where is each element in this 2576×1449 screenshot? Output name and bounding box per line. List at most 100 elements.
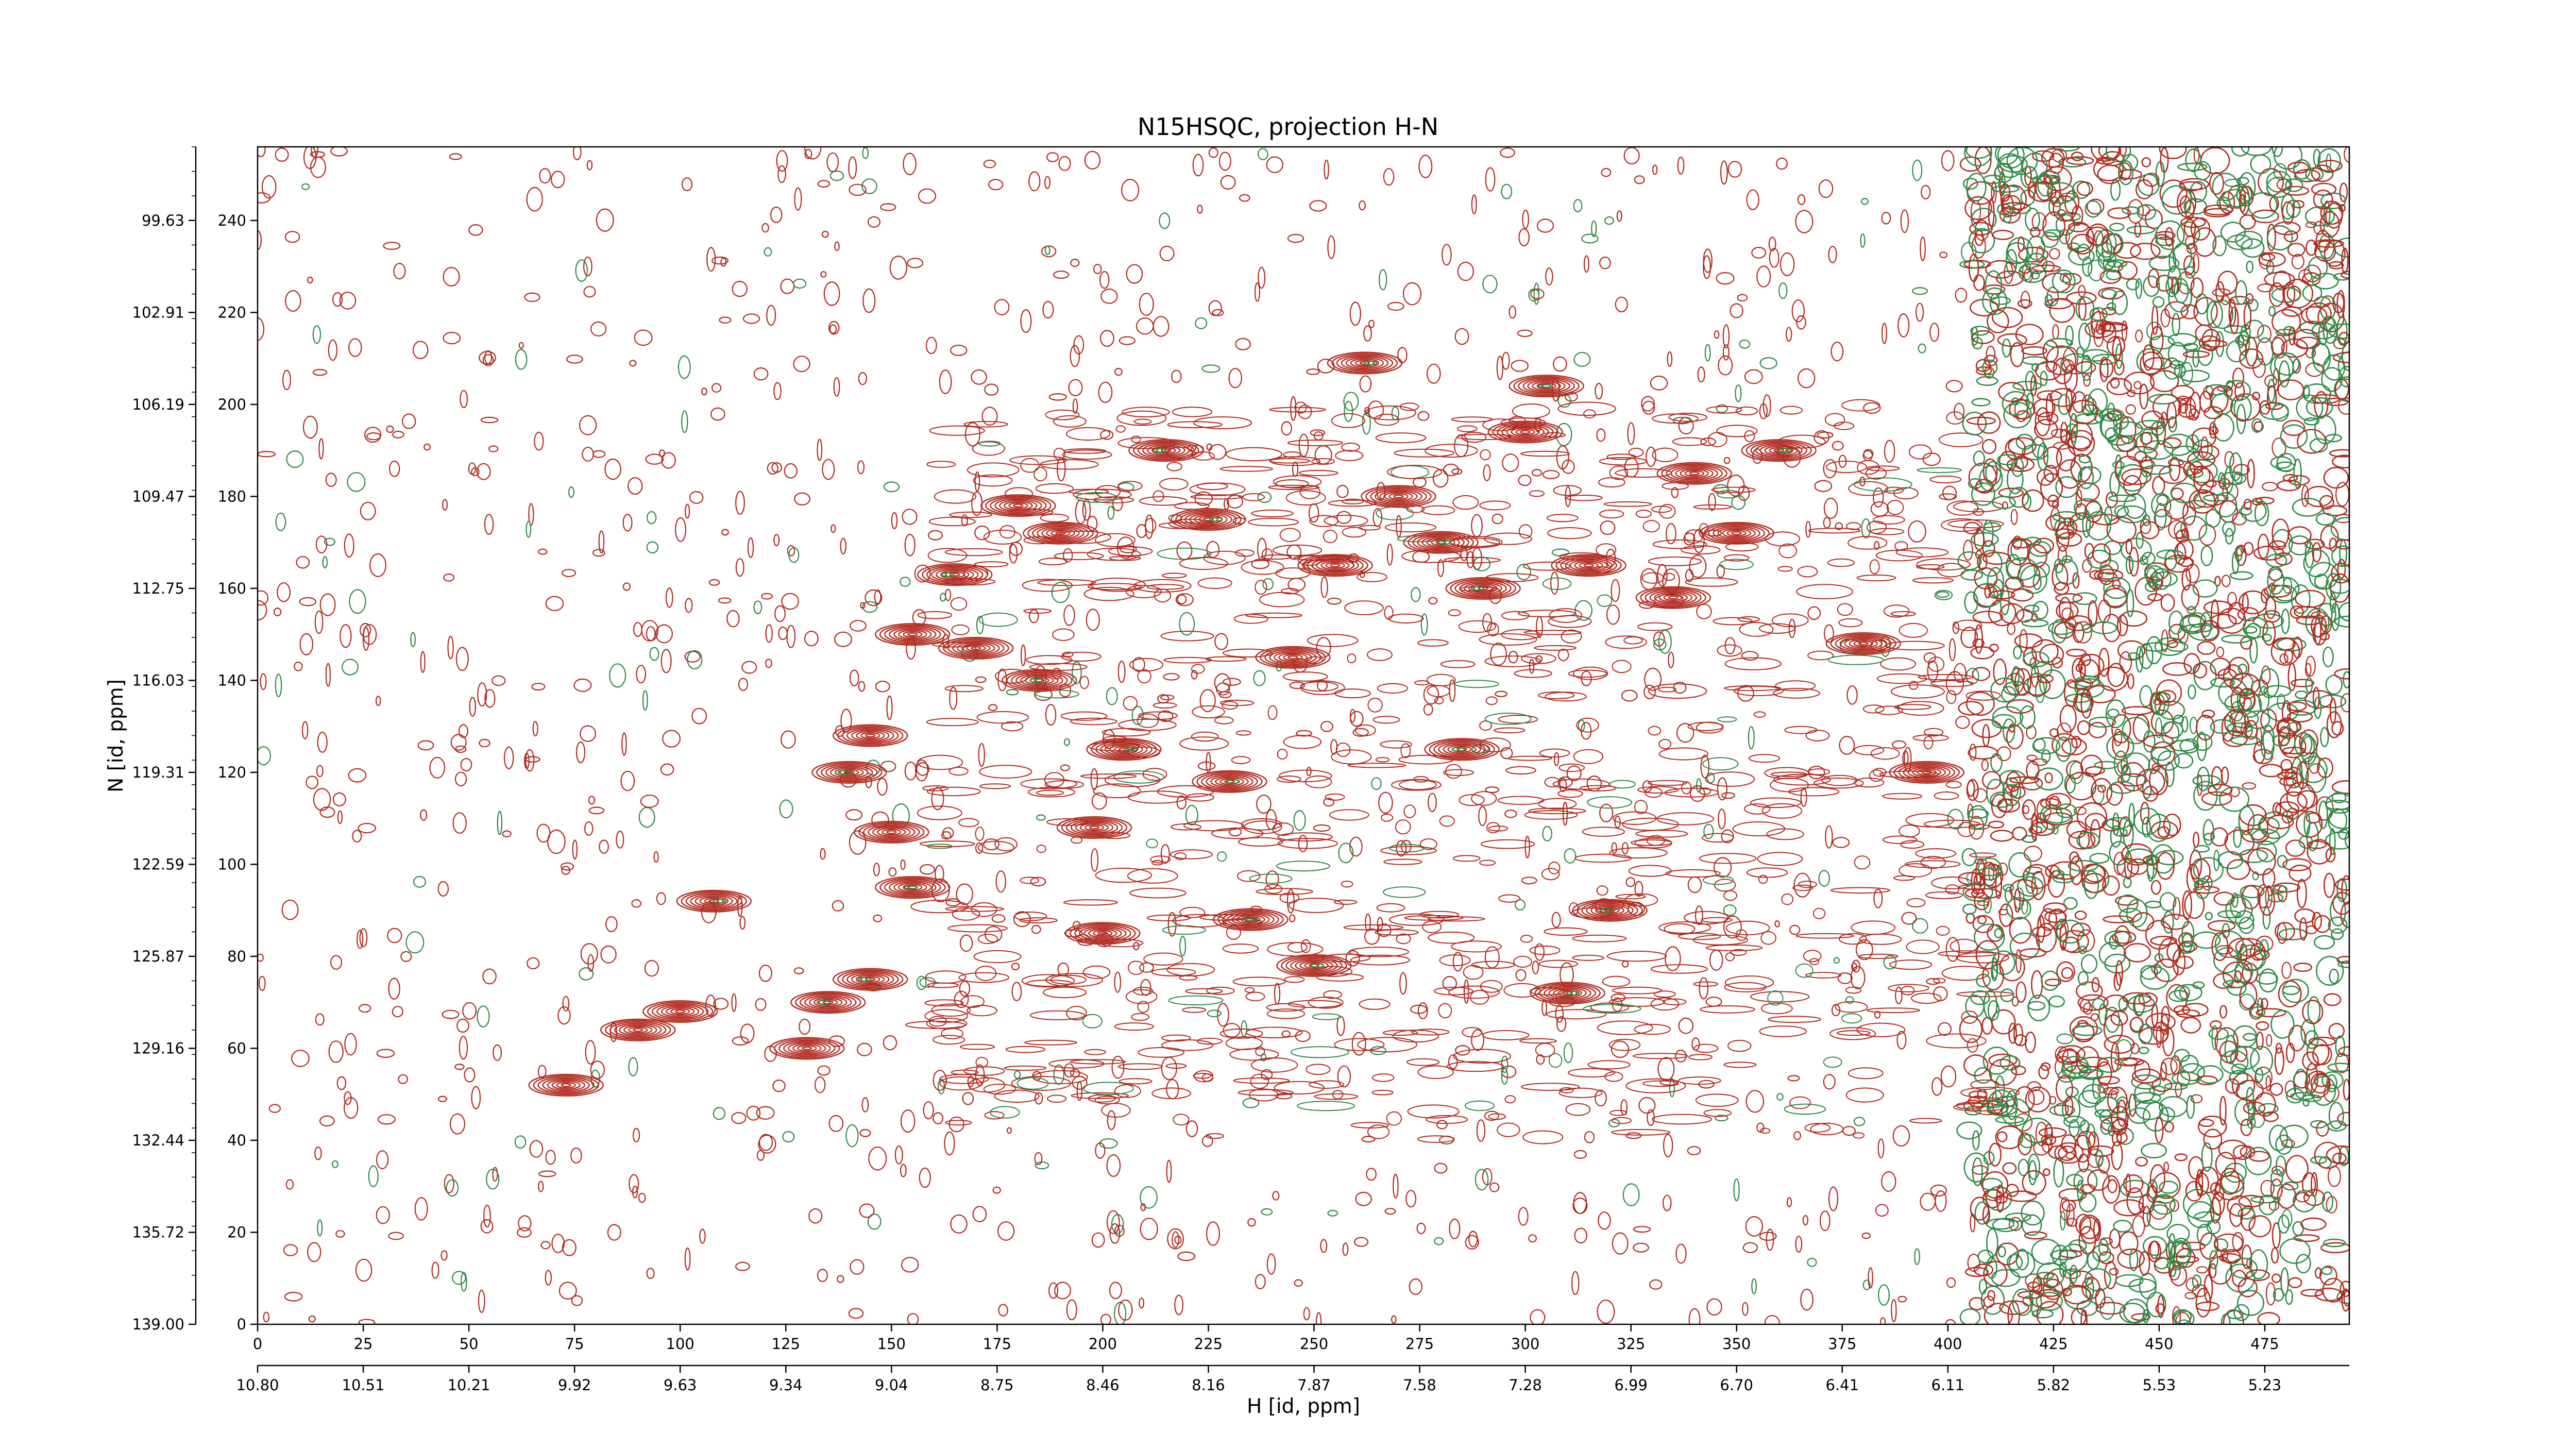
noise-contour <box>2062 1268 2081 1279</box>
solvent-band-contour <box>2334 878 2349 891</box>
cluster-contour <box>1052 628 1075 641</box>
noise-contour <box>1174 1294 1184 1316</box>
noise-contour <box>1536 218 1554 233</box>
noise-contour <box>995 870 1006 893</box>
noise-contour <box>1690 785 1705 802</box>
solvent-band-contour <box>2060 429 2071 444</box>
solvent-band-contour <box>1964 147 1992 167</box>
cluster-contour <box>1084 1049 1107 1055</box>
peak-contour <box>1128 439 1204 462</box>
solvent-band-contour <box>2187 606 2196 614</box>
noise-contour <box>1496 356 1503 380</box>
peak-contour <box>1635 586 1711 609</box>
noise-contour <box>622 513 633 532</box>
cluster-contour <box>1241 818 1282 831</box>
solvent-band-contour <box>1997 454 2019 466</box>
solvent-band-contour <box>1970 990 1990 1005</box>
noise-contour <box>1191 670 1198 680</box>
noise-contour <box>845 809 863 821</box>
noise-contour <box>1179 612 1195 636</box>
solvent-band-contour <box>2056 803 2077 818</box>
noise-contour <box>1362 412 1371 435</box>
solvent-band-contour <box>2112 337 2122 362</box>
solvent-band-contour <box>2141 410 2164 429</box>
noise-contour <box>1839 735 1855 755</box>
solvent-band-contour <box>2056 961 2075 983</box>
noise-contour <box>322 556 328 569</box>
solvent-band-contour <box>2250 1006 2266 1018</box>
cluster-contour <box>1568 1068 1615 1077</box>
noise-contour <box>919 864 935 875</box>
peak-contour <box>632 1028 643 1032</box>
solvent-band-contour <box>2039 644 2064 665</box>
solvent-band-contour <box>2153 1021 2170 1043</box>
noise-contour <box>2281 962 2292 979</box>
solvent-band-contour <box>2140 521 2160 540</box>
noise-contour <box>1420 613 1428 636</box>
solvent-band-contour <box>2203 600 2233 614</box>
solvent-band-contour <box>2229 1257 2258 1279</box>
cluster-contour <box>1193 416 1252 429</box>
solvent-band-contour <box>2136 419 2165 430</box>
solvent-band-contour <box>1977 915 1987 924</box>
solvent-band-contour <box>2279 1238 2311 1264</box>
solvent-band-contour <box>2331 791 2347 803</box>
noise-contour <box>621 732 627 756</box>
solvent-band-contour <box>1982 540 1995 558</box>
noise-contour <box>1530 288 1545 300</box>
cluster-contour <box>1062 449 1112 460</box>
noise-contour <box>2196 1266 2208 1274</box>
solvent-band-contour <box>2321 1266 2333 1275</box>
solvent-band-contour <box>1988 590 2015 600</box>
cluster-contour <box>1523 630 1582 635</box>
cluster-contour <box>1703 1109 1732 1117</box>
noise-contour <box>1030 877 1046 887</box>
solvent-band-contour <box>1991 714 2016 729</box>
solvent-band-contour <box>1988 1000 2000 1021</box>
solvent-band-contour <box>2110 1105 2129 1131</box>
cluster-contour <box>973 474 1013 487</box>
noise-contour <box>296 556 310 569</box>
peak-contour <box>1046 528 1075 538</box>
solvent-band-contour <box>1989 293 2000 313</box>
noise-contour <box>1621 689 1638 702</box>
noise-contour <box>1036 814 1046 821</box>
solvent-band-contour <box>2218 1139 2248 1160</box>
noise-contour <box>2082 559 2092 573</box>
cluster-contour <box>1023 536 1054 545</box>
noise-contour <box>900 577 911 587</box>
peak-contour <box>1011 671 1068 689</box>
noise-contour <box>1986 345 1996 363</box>
peak-contour <box>1175 509 1242 530</box>
noise-contour <box>773 382 782 400</box>
solvent-band-contour <box>2009 486 2029 508</box>
solvent-band-contour <box>2048 908 2066 930</box>
peak-contour <box>865 977 876 982</box>
noise-contour <box>478 1289 485 1313</box>
cluster-contour <box>917 805 962 820</box>
solvent-band-contour <box>2292 200 2304 209</box>
noise-contour <box>1409 1278 1422 1295</box>
solvent-band-contour <box>2261 633 2272 642</box>
peak-contour <box>903 884 923 891</box>
solvent-band-contour <box>2124 372 2155 395</box>
peak-contour <box>1750 442 1807 459</box>
cluster-contour <box>1771 613 1809 628</box>
peak-contour <box>804 995 852 1010</box>
cluster-contour <box>1026 655 1073 665</box>
noise-contour <box>477 1005 490 1027</box>
cluster-contour <box>928 516 976 527</box>
noise-contour <box>1201 364 1221 373</box>
solvent-band-contour <box>2001 1098 2030 1126</box>
cluster-contour <box>1196 482 1228 491</box>
solvent-band-contour <box>2193 831 2200 848</box>
solvent-band-contour <box>2113 1220 2132 1233</box>
solvent-band-contour <box>2210 386 2229 413</box>
solvent-band-contour <box>2084 766 2105 775</box>
solvent-band-contour <box>2080 688 2093 719</box>
peak-contour <box>889 627 937 642</box>
solvent-band-contour <box>2271 577 2300 602</box>
solvent-band-contour <box>1992 1218 2019 1233</box>
peak-contour <box>884 879 941 896</box>
cluster-contour <box>1912 577 1954 584</box>
